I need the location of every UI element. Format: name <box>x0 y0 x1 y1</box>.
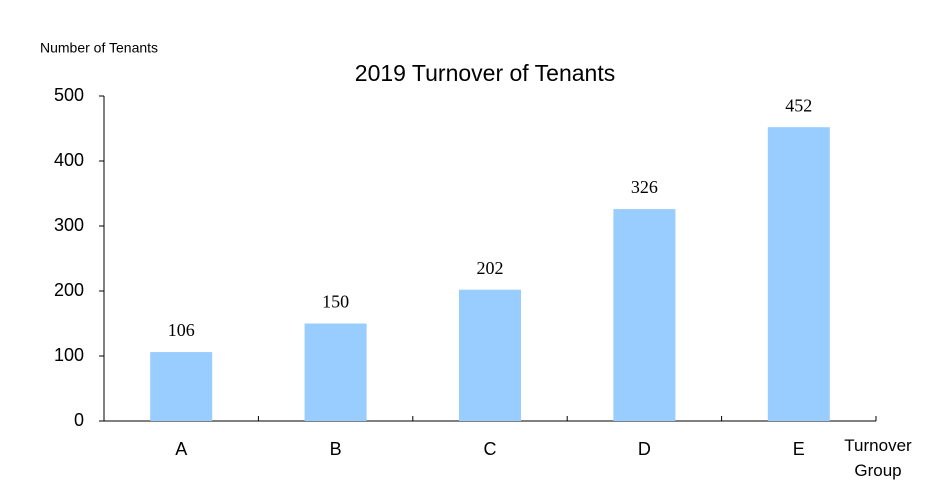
y-tick-label: 500 <box>54 85 84 105</box>
data-label: 326 <box>631 177 658 197</box>
x-tick-label: B <box>330 439 342 459</box>
bar <box>150 352 213 421</box>
data-label: 202 <box>477 258 504 278</box>
y-tick-label: 0 <box>74 410 84 430</box>
y-tick-label: 300 <box>54 215 84 235</box>
bar <box>459 289 521 421</box>
data-label: 452 <box>785 95 812 115</box>
x-tick-label: C <box>484 439 497 459</box>
y-tick-label: 200 <box>54 280 84 300</box>
x-tick-label: E <box>793 439 805 459</box>
data-label: 150 <box>322 292 349 312</box>
y-tick-label: 100 <box>54 345 84 365</box>
data-label: 106 <box>168 320 195 340</box>
y-axis-label: Number of Tenants <box>40 40 158 56</box>
x-tick-label: A <box>175 439 187 459</box>
chart-title: 2019 Turnover of Tenants <box>355 60 615 86</box>
bar <box>304 323 367 421</box>
bar <box>613 209 676 421</box>
x-tick-label: D <box>638 439 651 459</box>
bar <box>767 127 830 421</box>
x-axis-label: Turnover Group <box>844 436 912 480</box>
y-tick-label: 400 <box>54 150 84 170</box>
